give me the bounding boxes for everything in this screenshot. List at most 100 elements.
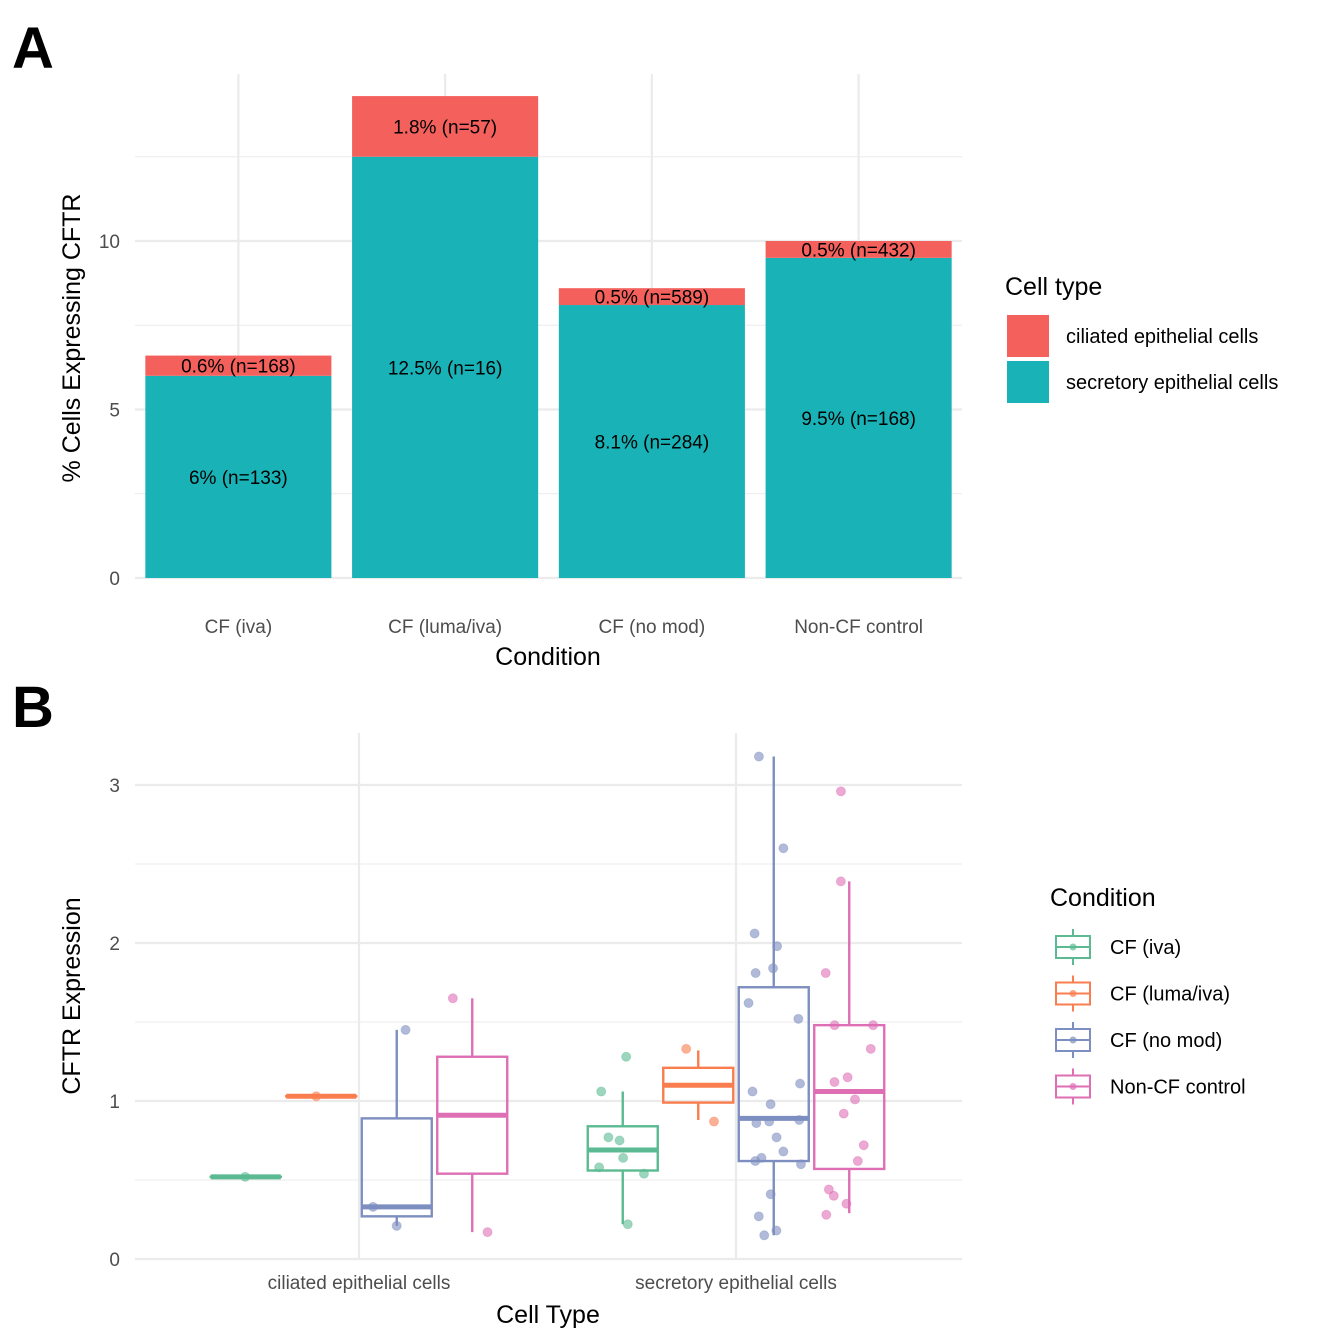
y-tick-label: 5 — [109, 401, 120, 422]
box — [360, 1117, 433, 1218]
data-point — [772, 941, 783, 952]
y-tick-label: 1 — [109, 1092, 120, 1113]
bar-data-label: 8.1% (n=284) — [595, 433, 710, 454]
data-point — [709, 1116, 720, 1127]
bar-data-label: 6% (n=133) — [189, 468, 288, 489]
panel-a-y-axis-title: % Cells Expressing CFTR — [58, 194, 86, 483]
panel-b-gridlines — [135, 733, 962, 1261]
panel-a-letter: A — [12, 16, 54, 81]
panel-a-x-ticks: CF (iva) CF (luma/iva) CF (no mod) Non-CF c… — [205, 617, 923, 638]
legend-key-point — [1069, 943, 1077, 951]
data-point — [795, 1159, 806, 1170]
panel-a: A 6% (n=133) 0.6% (n=168) 12.5% (n=16) 1.8%… — [12, 16, 1278, 671]
data-point — [747, 1086, 758, 1097]
bar-ciliated — [765, 241, 952, 258]
x-tick-label: CF (no mod) — [599, 617, 706, 638]
data-point — [765, 1099, 776, 1110]
data-point — [795, 1078, 806, 1089]
data-point — [594, 1162, 605, 1173]
data-point — [621, 1051, 632, 1062]
legend-label: ciliated epithelial cells — [1066, 326, 1258, 348]
data-point — [753, 751, 764, 762]
data-point — [753, 1211, 764, 1222]
x-tick-label: Non-CF control — [794, 617, 923, 638]
data-point — [596, 1086, 607, 1097]
legend-swatch — [1007, 361, 1049, 403]
data-point — [841, 1198, 852, 1209]
data-point — [829, 1077, 840, 1088]
boxplot-cf-iva — [209, 1171, 282, 1182]
bar-data-label: 12.5% (n=16) — [388, 358, 503, 379]
bar-secretory — [145, 375, 332, 578]
y-tick-label: 0 — [109, 569, 120, 590]
box — [737, 986, 810, 1163]
legend-label: CF (no mod) — [1110, 1030, 1222, 1052]
panel-a-bar-labels: 6% (n=133) 0.6% (n=168) 12.5% (n=16) 1.8% (… — [181, 117, 916, 488]
legend-label: secretory epithelial cells — [1066, 372, 1278, 394]
bar-data-label: 0.5% (n=432) — [801, 240, 916, 261]
panel-a-legend: Cell type ciliated epithelial cells secre… — [1005, 273, 1278, 403]
bar-ciliated — [145, 355, 332, 376]
legend-swatch — [1007, 315, 1049, 357]
legend-label: Non-CF control — [1110, 1077, 1246, 1099]
panel-b-legend: Condition CF (iva) CF (luma/iva) CF (no mo… — [1050, 884, 1246, 1105]
data-point — [852, 1156, 863, 1167]
data-point — [391, 1220, 402, 1231]
data-point — [850, 1094, 861, 1105]
data-point — [368, 1201, 379, 1212]
bar-data-label: 0.5% (n=589) — [595, 288, 710, 309]
x-tick-label: CF (luma/iva) — [388, 617, 502, 638]
boxplot-cf-iva — [586, 1051, 659, 1230]
panel-b-letter: B — [12, 675, 54, 740]
data-point — [778, 843, 789, 854]
data-point — [820, 968, 831, 979]
bar-ciliated — [558, 288, 745, 306]
data-point — [835, 876, 846, 887]
y-tick-label: 0 — [109, 1250, 120, 1271]
panel-a-legend-title: Cell type — [1005, 273, 1102, 301]
bar-data-label: 1.8% (n=57) — [393, 117, 497, 138]
panel-b-x-axis-title: Cell Type — [496, 1301, 600, 1329]
y-tick-label: 3 — [109, 776, 120, 797]
legend-key-point — [1069, 990, 1077, 997]
x-tick-label: ciliated epithelial cells — [268, 1273, 451, 1294]
data-point — [622, 1219, 633, 1230]
boxplot-cf-no-mod — [737, 751, 810, 1241]
data-point — [828, 1190, 839, 1201]
panel-b-x-ticks: ciliated epithelial cells secretory epith… — [268, 1273, 837, 1294]
data-point — [482, 1227, 493, 1238]
data-point — [865, 1043, 876, 1054]
boxplot-non-cf-control — [436, 993, 509, 1238]
data-point — [768, 963, 779, 974]
boxplot-cf-luma-iva — [285, 1091, 358, 1102]
x-tick-label: secretory epithelial cells — [635, 1273, 837, 1294]
data-point — [838, 1108, 849, 1119]
data-point — [771, 1132, 782, 1143]
panel-b-y-axis-title: CFTR Expression — [58, 897, 86, 1094]
y-tick-label: 2 — [109, 934, 120, 955]
data-point — [794, 1114, 805, 1125]
data-point — [447, 993, 458, 1004]
legend-label: CF (iva) — [1110, 937, 1181, 959]
bar-ciliated — [352, 96, 539, 157]
panel-a-y-ticks: 0 5 10 — [99, 232, 120, 590]
legend-key-point — [1069, 1083, 1077, 1090]
legend-key-point — [1069, 1036, 1077, 1044]
legend-label: CF (luma/iva) — [1110, 984, 1230, 1006]
data-point — [835, 786, 846, 797]
data-point — [823, 1184, 834, 1195]
data-point — [764, 1116, 775, 1127]
data-point — [751, 1118, 762, 1129]
box — [813, 1023, 886, 1171]
panel-b: B 0 1 2 3 ciliated epithelial cells secretor… — [12, 675, 1246, 1329]
data-point — [750, 1156, 761, 1167]
data-point — [750, 968, 761, 979]
y-tick-label: 10 — [99, 232, 120, 253]
bar-secretory — [558, 305, 745, 578]
data-point — [759, 1230, 770, 1241]
data-point — [400, 1024, 411, 1035]
data-point — [749, 928, 760, 939]
data-point — [821, 1209, 832, 1220]
data-point — [829, 1020, 840, 1031]
